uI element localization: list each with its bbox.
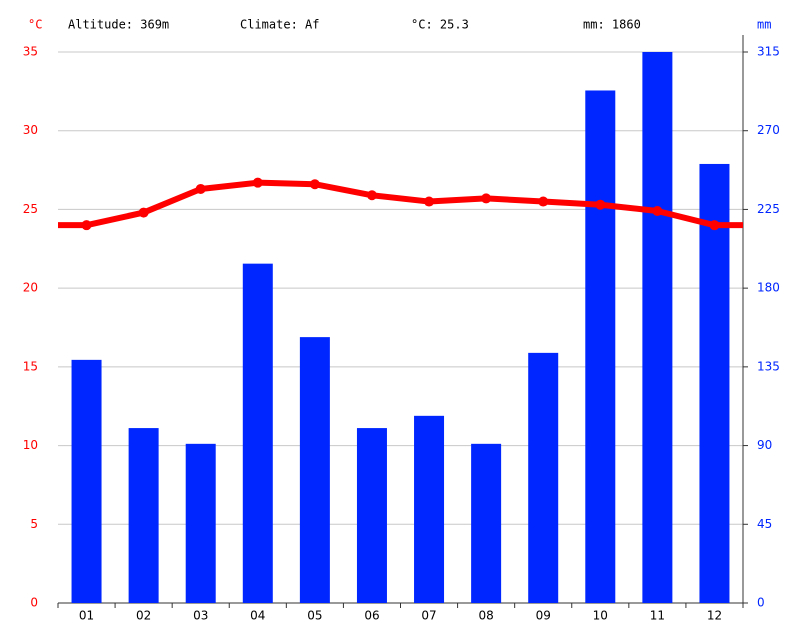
temperature-point — [481, 193, 492, 204]
y-tick-label: 30 — [23, 123, 38, 137]
x-tick-label: 02 — [136, 609, 151, 623]
temperature-point — [709, 220, 720, 231]
climate: Climate: Af — [240, 18, 319, 32]
y2-tick-label: 270 — [757, 123, 780, 137]
temperature-point — [81, 220, 92, 231]
y-tick-label: 10 — [23, 438, 38, 452]
altitude: Altitude: 369m — [68, 18, 169, 32]
precipitation: mm: 1860 — [583, 18, 641, 32]
temperature-point — [652, 206, 663, 217]
bar — [585, 90, 616, 603]
y-tick-label: 5 — [30, 517, 38, 531]
y2-tick-label: 45 — [757, 517, 772, 531]
temperature-point — [138, 207, 149, 218]
y-tick-label: 0 — [30, 596, 38, 610]
y-tick-label: 15 — [23, 359, 38, 373]
x-tick-label: 10 — [593, 609, 608, 623]
x-tick-label: 05 — [307, 609, 322, 623]
temperature-point — [538, 196, 549, 207]
temperature-point — [595, 199, 606, 210]
x-tick-label: 01 — [79, 609, 94, 623]
bar — [185, 443, 216, 603]
right-unit: mm — [757, 18, 771, 32]
x-tick-label: 12 — [707, 609, 722, 623]
y-tick-label: 20 — [23, 281, 38, 295]
left-unit: °C — [28, 18, 42, 32]
y2-tick-label: 90 — [757, 438, 772, 452]
y2-tick-label: 180 — [757, 281, 780, 295]
y2-tick-label: 225 — [757, 202, 780, 216]
x-tick-label: 09 — [536, 609, 551, 623]
bar — [71, 359, 102, 603]
temperature-line — [85, 179, 716, 229]
bar — [642, 52, 673, 603]
avg-temp: °C: 25.3 — [411, 18, 469, 32]
x-tick-label: 08 — [478, 609, 493, 623]
bar — [414, 415, 445, 603]
x-tick-label: 07 — [421, 609, 436, 623]
bar — [699, 163, 730, 603]
x-tick-label: 04 — [250, 609, 265, 623]
bar — [528, 352, 559, 603]
x-tick-label: 03 — [193, 609, 208, 623]
temperature-point — [252, 177, 263, 188]
y2-tick-label: 135 — [757, 359, 780, 373]
bar — [356, 428, 387, 603]
x-tick-label: 06 — [364, 609, 379, 623]
bar — [128, 428, 159, 603]
y-tick-label: 25 — [23, 202, 38, 216]
x-tick-label: 11 — [650, 609, 665, 623]
temperature-point — [424, 196, 435, 207]
bar — [471, 443, 502, 603]
bar — [242, 263, 273, 603]
y2-tick-label: 0 — [757, 596, 765, 610]
temperature-point — [309, 179, 320, 190]
temperature-point — [195, 183, 206, 194]
y2-tick-label: 315 — [757, 45, 780, 59]
bar — [299, 337, 330, 603]
temperature-point — [366, 190, 377, 201]
y-tick-label: 35 — [23, 45, 38, 59]
